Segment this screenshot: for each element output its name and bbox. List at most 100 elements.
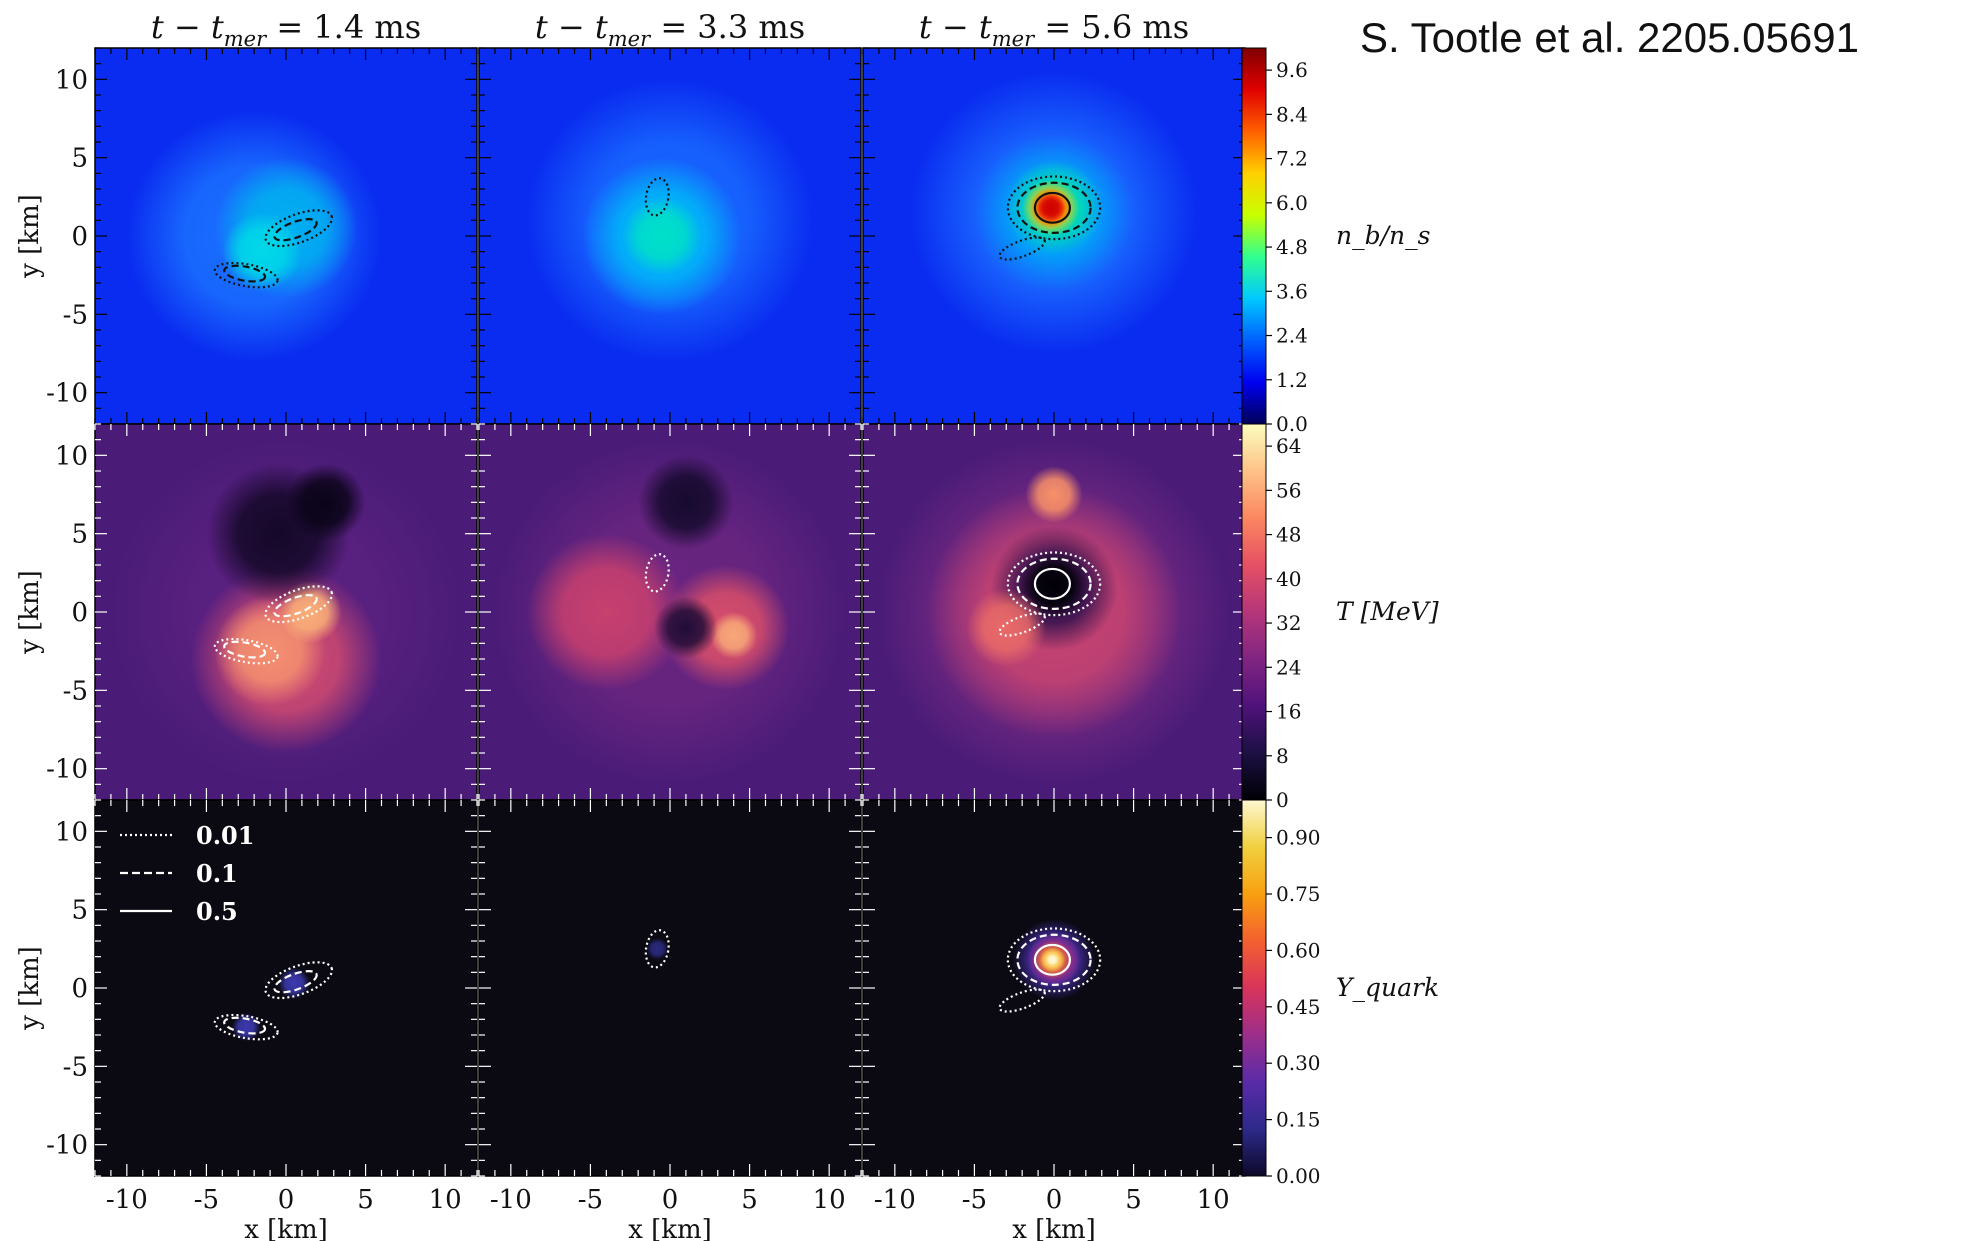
contour-dotted (1006, 175, 1102, 241)
y-tick-label: 5 (71, 520, 88, 550)
x-tick-label: 10 (1197, 1185, 1230, 1215)
heatmap-region (222, 212, 302, 291)
colorbar-tick-label: 9.6 (1276, 58, 1308, 82)
contour-dashed (223, 1016, 267, 1035)
contour-dotted (264, 961, 334, 1000)
heatmap-region (654, 596, 718, 660)
y-axis-label: y [km] (15, 194, 45, 279)
y-tick-label: 10 (55, 817, 88, 847)
colorbar-tick-label: 0.00 (1276, 1164, 1321, 1188)
panel-temperature-2 (479, 424, 861, 800)
contour-dotted (264, 209, 334, 248)
x-tick-label: -10 (874, 1185, 916, 1215)
colorbar-tick-label: 24 (1276, 655, 1301, 679)
colorbar-tick-label: 0.60 (1276, 938, 1321, 962)
x-tick-label: -5 (194, 1185, 219, 1215)
contour-dashed (273, 970, 318, 994)
contour-dotted (213, 261, 279, 289)
column-title: t − tmer = 3.3 ms (535, 8, 805, 51)
legend-label: 0.01 (196, 821, 254, 850)
colorbar-tick-label: 0.30 (1276, 1051, 1321, 1075)
contour-dashed (1016, 557, 1092, 610)
heatmap-region (646, 937, 669, 960)
colorbar-tick-label: 48 (1276, 523, 1301, 547)
contour-dotted (998, 988, 1046, 1013)
y-tick-label: -10 (46, 755, 88, 785)
x-tick-label: 10 (813, 1185, 846, 1215)
colorbar-tick-label: 16 (1276, 700, 1301, 724)
colorbar-tick-label: 0.45 (1276, 995, 1321, 1019)
colorbar-label: T [MeV] (1336, 597, 1439, 626)
colorbar-tick-label: 6.0 (1276, 191, 1308, 215)
colorbar-tick-label: 0.0 (1276, 412, 1308, 436)
panel-quark-fraction-1 (95, 800, 477, 1176)
colorbar-tick-label: 8.4 (1276, 102, 1308, 126)
heatmap-region (1036, 193, 1066, 222)
heatmap-region (638, 455, 734, 550)
contour-dotted (1006, 551, 1102, 617)
colorbar-tick-label: 0.90 (1276, 826, 1321, 850)
x-tick-label: -10 (490, 1185, 532, 1215)
colorbar-tick-label: 8 (1276, 744, 1289, 768)
legend-label: 0.1 (196, 859, 238, 888)
colorbar-tick-label: 0.15 (1276, 1108, 1321, 1132)
heatmap-region (286, 463, 366, 542)
y-axis-label: y [km] (15, 946, 45, 1031)
colorbar-tick-label: 56 (1276, 478, 1301, 502)
panel-quark-fraction-3 (863, 800, 1245, 1176)
contour-dotted (644, 177, 670, 217)
x-tick-label: 5 (357, 1185, 374, 1215)
colorbar-tick-label: 64 (1276, 434, 1301, 458)
contour-legend: 0.01 0.1 0.5 (120, 821, 254, 926)
axis-labels: t − tmer = 1.4 ms t − tmer = 3.3 ms t − tm… (15, 8, 1230, 1241)
y-tick-label: -5 (63, 676, 88, 706)
credit-text: S. Tootle et al. 2205.05691 (1360, 14, 1859, 61)
contour-dotted (644, 929, 670, 969)
panel-background (479, 800, 861, 1176)
colorbar-density (1241, 47, 1267, 425)
x-axis-label: x [km] (628, 1215, 712, 1241)
panel-grid (94, 47, 1246, 1177)
heatmap-region (622, 196, 702, 276)
contour-dashed (1016, 181, 1092, 234)
colorbar-tick-label: 3.6 (1276, 279, 1308, 303)
x-tick-label: -10 (106, 1185, 148, 1215)
colorbar-tick-label: 4.8 (1276, 235, 1308, 259)
contour-dashed (223, 640, 267, 659)
colorbars: 0.0 1.2 2.4 3.6 4.8 6.0 7.2 8.4 9.6 n_b/n_s 0 8 16 24… (1241, 47, 1439, 1188)
y-tick-label: -5 (63, 300, 88, 330)
contour-dotted (1006, 927, 1102, 993)
y-tick-label: 10 (55, 65, 88, 95)
y-axis-label: y [km] (15, 570, 45, 655)
contour-solid (1033, 943, 1072, 976)
panel-density-2 (479, 48, 861, 424)
contour-dashed (273, 218, 318, 242)
y-tick-label: 0 (71, 974, 88, 1004)
heatmap-region (709, 612, 758, 659)
colorbar-tick-label: 0 (1276, 788, 1289, 812)
contour-dotted (213, 637, 279, 665)
colorbar-tick-label: 2.4 (1276, 324, 1308, 348)
panel-density-1 (95, 48, 477, 424)
contour-solid (1033, 567, 1072, 600)
panel-density-3 (863, 48, 1245, 424)
colorbar-tick-label: 40 (1276, 567, 1301, 591)
heatmap-region (1046, 953, 1059, 967)
x-tick-label: 0 (662, 1185, 679, 1215)
x-tick-label: 5 (741, 1185, 758, 1215)
y-tick-label: -5 (63, 1052, 88, 1082)
colorbar-label: Y_quark (1336, 973, 1439, 1002)
contour-dotted (998, 236, 1046, 261)
legend-label: 0.5 (196, 897, 238, 926)
colorbar-temperature (1241, 423, 1267, 801)
colorbar-tick-label: 7.2 (1276, 147, 1308, 171)
x-tick-label: 10 (429, 1185, 462, 1215)
column-title: t − tmer = 1.4 ms (151, 8, 421, 51)
panel-temperature-1 (95, 424, 477, 800)
y-tick-label: 0 (71, 222, 88, 252)
colorbar-tick-label: 1.2 (1276, 368, 1308, 392)
x-tick-label: -5 (962, 1185, 987, 1215)
contour-dashed (1016, 933, 1092, 986)
panel-temperature-3 (863, 424, 1245, 800)
